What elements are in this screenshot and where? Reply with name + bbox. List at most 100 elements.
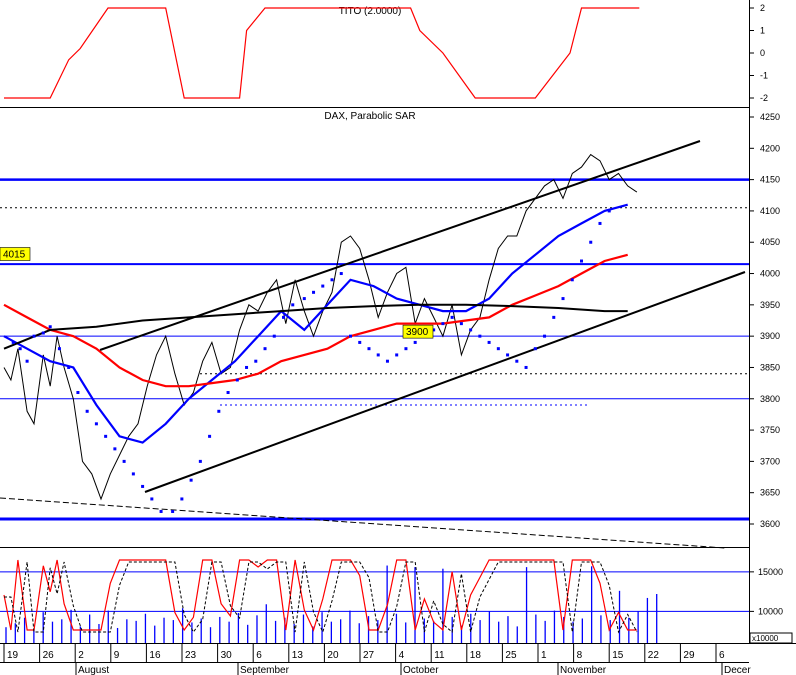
date-label: 6	[719, 650, 725, 661]
sar-point	[25, 359, 29, 363]
tito-tick-label: 0	[760, 48, 765, 58]
sar-point	[302, 297, 306, 301]
sar-point	[376, 353, 380, 357]
sar-point	[57, 347, 61, 351]
sar-point	[131, 472, 135, 476]
price-tick-label: 3750	[760, 425, 780, 435]
price-label: 4015	[3, 250, 26, 261]
stoch-slow-line	[4, 561, 638, 634]
sar-point	[141, 484, 145, 488]
sar-point	[524, 365, 528, 369]
sar-point	[254, 359, 258, 363]
sar-point	[478, 334, 482, 338]
sar-point	[263, 347, 267, 351]
date-label: 25	[505, 650, 517, 661]
month-label: August	[78, 665, 109, 675]
tito-tick-label: 2	[760, 3, 765, 13]
date-label: 29	[683, 650, 695, 661]
sar-point	[533, 347, 537, 351]
sar-point	[580, 259, 583, 263]
date-label: 23	[185, 650, 197, 661]
sar-point	[11, 340, 15, 344]
sar-point	[413, 340, 417, 344]
ma-long-line	[3, 303, 628, 350]
price-tick-label: 4150	[760, 175, 780, 185]
date-label: 13	[292, 650, 304, 661]
volume-panel: 15000 10000 x10000	[0, 559, 793, 644]
sar-point	[48, 325, 52, 329]
sar-point	[245, 365, 249, 369]
date-label: 6	[256, 650, 262, 661]
month-label: October	[403, 665, 439, 675]
sar-point	[94, 422, 98, 426]
sar-point	[150, 497, 154, 501]
sar-point	[330, 278, 334, 282]
price-series	[3, 153, 638, 513]
sar-point	[122, 459, 126, 463]
date-label: 15	[612, 650, 624, 661]
price-label-box	[0, 247, 31, 261]
sar-point	[543, 334, 547, 338]
price-tick-label: 3900	[760, 331, 780, 341]
price-tick-label: 3600	[760, 519, 780, 529]
tito-tick-label: -1	[760, 71, 768, 81]
sar-point	[272, 334, 276, 338]
sar-point	[598, 221, 602, 225]
sar-point	[552, 315, 556, 319]
volume-tick-label: 10000	[758, 606, 783, 616]
sar-point	[208, 434, 212, 438]
stoch-fast-line	[3, 559, 637, 632]
price-tick-label: 3800	[760, 394, 780, 404]
tito-axis: 2 1 0 -1 -2	[749, 3, 768, 103]
sar-point	[589, 240, 593, 244]
sar-point	[198, 459, 202, 463]
price-tick-label: 3950	[760, 300, 780, 310]
date-label: 18	[470, 650, 482, 661]
date-label: 19	[7, 650, 19, 661]
sar-point	[159, 509, 163, 513]
price-annotations: 4015 3900	[0, 247, 434, 339]
date-label: 4	[399, 650, 405, 661]
sar-point	[358, 340, 362, 344]
sar-point	[570, 278, 574, 282]
price-axis: 4250 4200 4150 4100 4050 4000 3950 3900 3850 3800…	[749, 112, 780, 529]
price-label-box	[402, 324, 434, 339]
sar-point	[441, 322, 445, 326]
tito-series	[4, 7, 640, 99]
sar-point	[189, 478, 193, 482]
sar-point	[113, 447, 117, 451]
tito-line	[4, 7, 640, 99]
month-label: November	[560, 665, 607, 675]
volume-axis: 15000 10000	[0, 567, 783, 616]
price-title: DAX, Parabolic SAR	[324, 111, 415, 122]
date-label: 26	[43, 650, 55, 661]
date-label: 1	[541, 650, 547, 661]
sar-point	[291, 303, 295, 307]
price-panel: DAX, Parabolic SAR 425042004150410040504…	[0, 111, 780, 549]
sar-point	[217, 409, 221, 413]
sar-point	[282, 315, 286, 319]
date-label: 11	[434, 650, 445, 661]
tito-tick-label: 1	[760, 26, 765, 36]
tito-panel: TITO (2.0000) 2 1 0 -1 -2	[4, 3, 768, 103]
ma-red-line	[3, 253, 628, 388]
sar-point	[67, 365, 71, 369]
channel-upper	[99, 140, 701, 351]
price-tick-label: 3850	[760, 362, 780, 372]
volume-tick-label: 15000	[758, 567, 783, 577]
sar-point	[487, 340, 491, 344]
ma-blue-line	[3, 203, 628, 444]
price-reference-lines	[0, 140, 749, 549]
sar-point	[607, 209, 611, 213]
date-label: 9	[114, 650, 120, 661]
sar-point	[171, 509, 175, 513]
price-label: 3900	[406, 327, 429, 338]
frame	[0, 0, 796, 644]
sar-point	[515, 359, 519, 363]
date-label: 20	[327, 650, 339, 661]
sar-point	[385, 359, 389, 363]
sar-point	[41, 331, 45, 335]
date-label: 8	[577, 650, 583, 661]
sar-point	[32, 334, 36, 338]
long-trend-line	[0, 497, 726, 549]
